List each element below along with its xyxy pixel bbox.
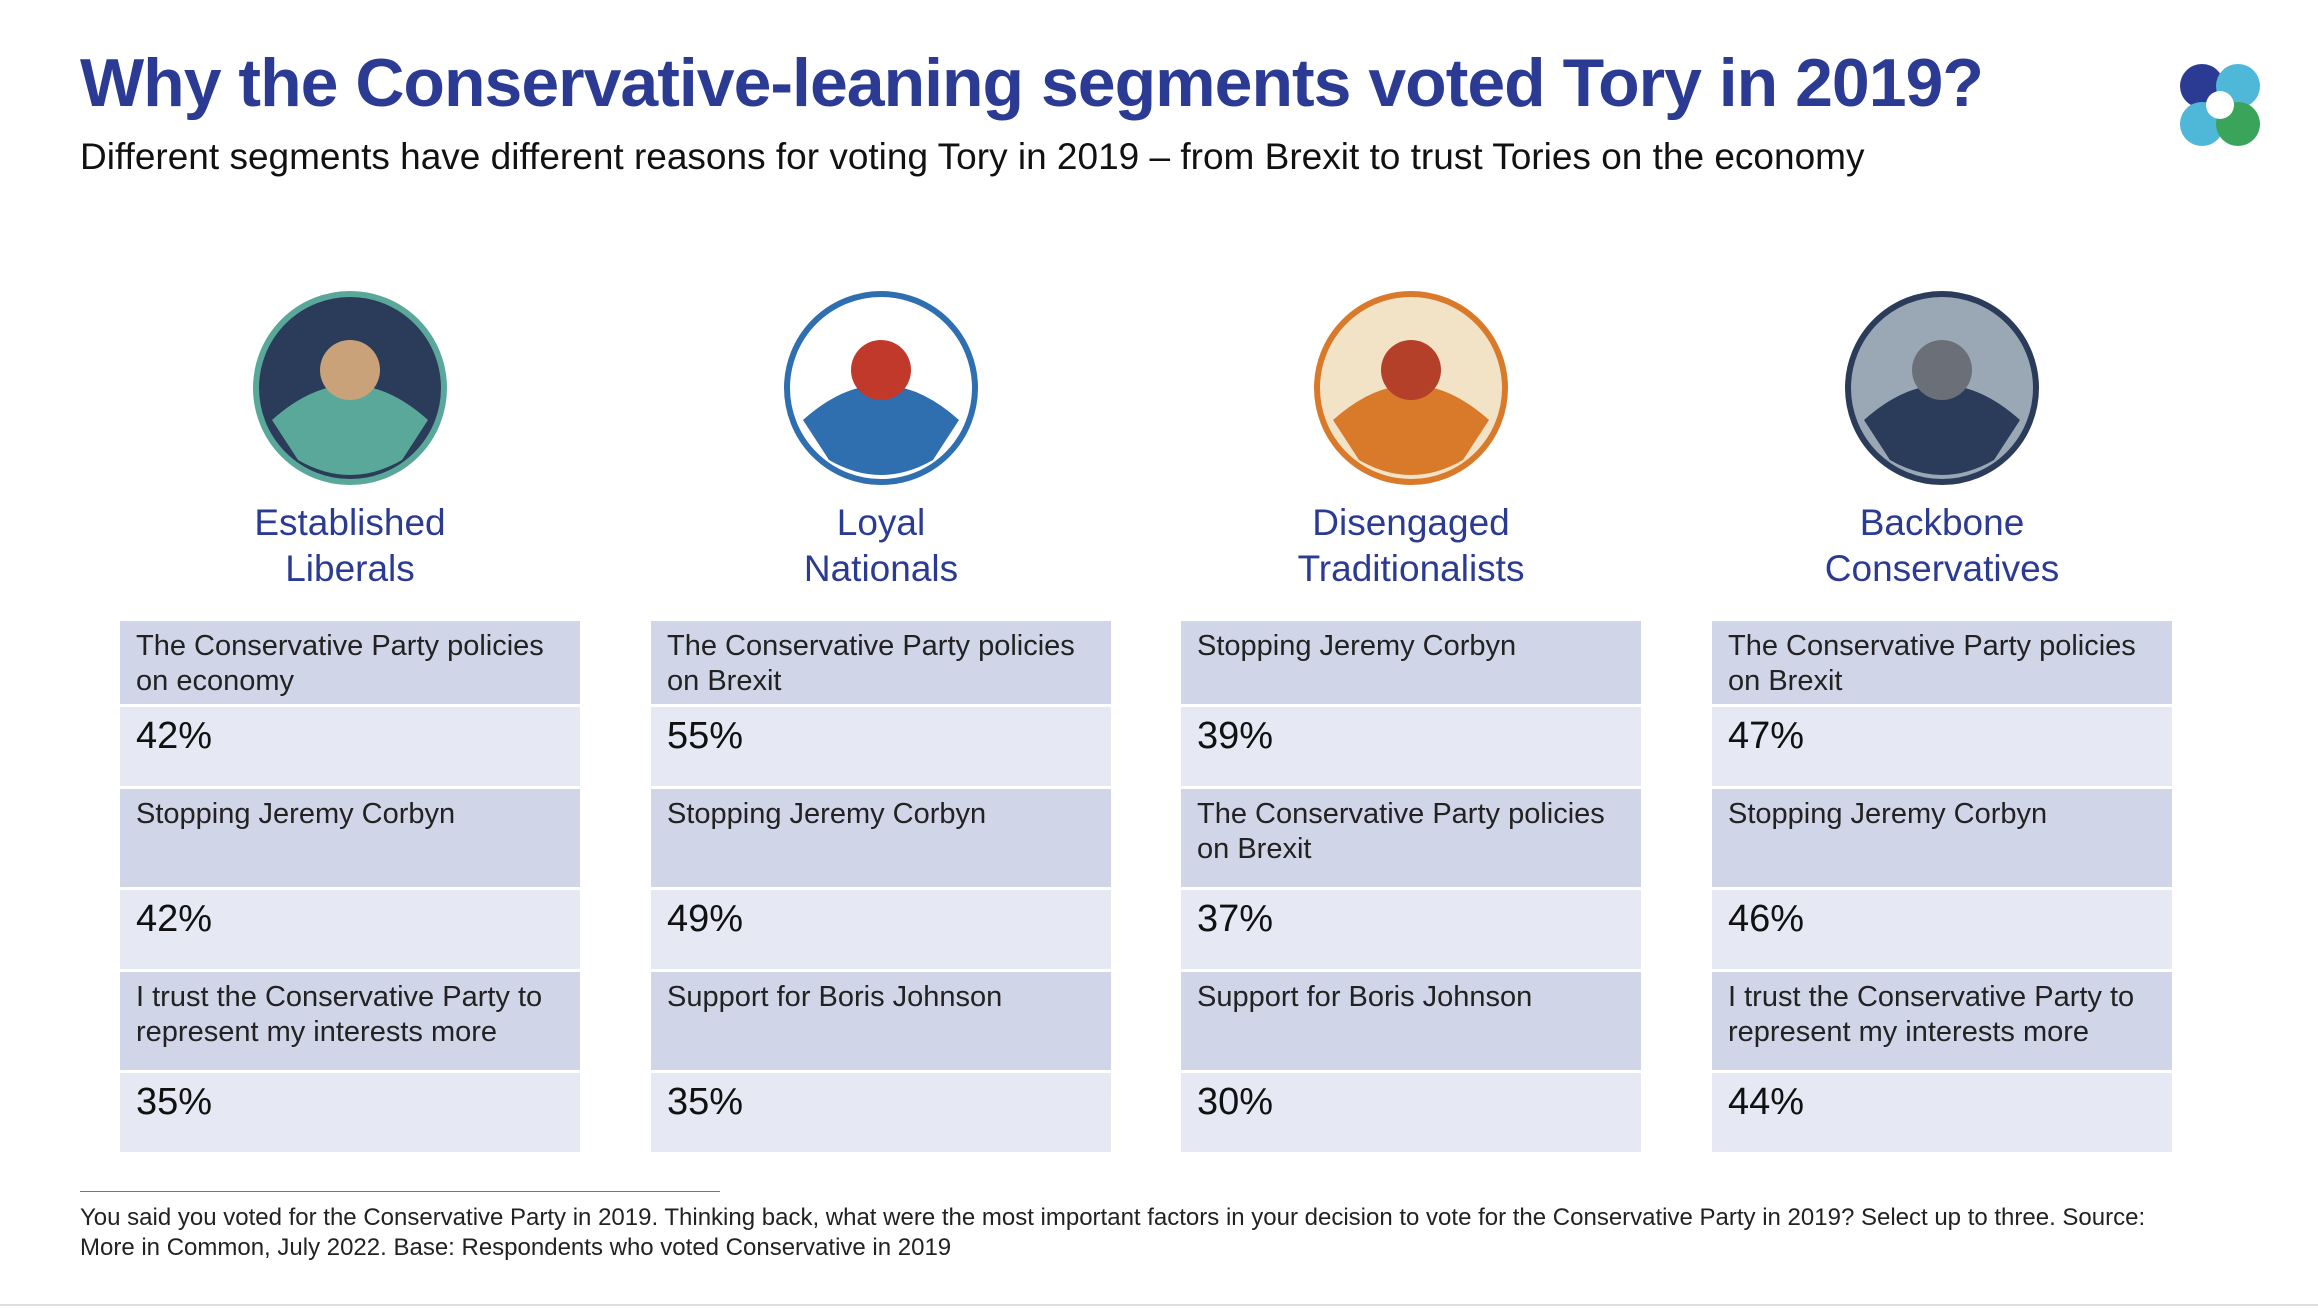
factor-label: Stopping Jeremy Corbyn bbox=[1181, 621, 1641, 704]
factor-table: Stopping Jeremy Corbyn 39% The Conservativ… bbox=[1181, 621, 1641, 1155]
footnote-rule bbox=[80, 1191, 720, 1192]
factor-value: 42% bbox=[120, 707, 580, 786]
factor-label: The Conservative Party policies on Brexi… bbox=[1712, 621, 2172, 704]
factor-value: 55% bbox=[651, 707, 1111, 786]
segment-icon bbox=[253, 291, 447, 485]
factor-label: Stopping Jeremy Corbyn bbox=[1712, 789, 2172, 887]
factor-value: 42% bbox=[120, 890, 580, 969]
factor-label: I trust the Conservative Party to repres… bbox=[1712, 972, 2172, 1070]
factor-label: Stopping Jeremy Corbyn bbox=[651, 789, 1111, 887]
segment-column: Backbone Conservatives The Conservative P… bbox=[1712, 290, 2172, 1152]
title: Why the Conservative-leaning segments vo… bbox=[80, 45, 1984, 121]
segment-icon bbox=[784, 291, 978, 485]
footnote: You said you voted for the Conservative … bbox=[80, 1204, 2146, 1261]
bottom-rule bbox=[0, 1304, 2318, 1306]
factor-label: The Conservative Party policies on econo… bbox=[120, 621, 580, 704]
factor-value: 37% bbox=[1181, 890, 1641, 969]
segment-column: Loyal Nationals The Conservative Party po… bbox=[651, 290, 1111, 1152]
segment-name: Established Liberals bbox=[254, 502, 446, 589]
factor-label: Stopping Jeremy Corbyn bbox=[120, 789, 580, 887]
factor-value: 35% bbox=[120, 1073, 580, 1152]
factor-label: The Conservative Party policies on Brexi… bbox=[651, 621, 1111, 704]
segment-icon bbox=[1845, 291, 2039, 485]
factor-value: 44% bbox=[1712, 1073, 2172, 1152]
segment-name: Disengaged Traditionalists bbox=[1297, 502, 1525, 589]
segment-column: Established Liberals The Conservative Par… bbox=[120, 290, 580, 1152]
factor-value: 35% bbox=[651, 1073, 1111, 1152]
factor-table: The Conservative Party policies on Brexi… bbox=[651, 621, 1111, 1155]
segment-name: Backbone Conservatives bbox=[1824, 502, 2060, 589]
factor-label: I trust the Conservative Party to repres… bbox=[120, 972, 580, 1070]
factor-value: 47% bbox=[1712, 707, 2172, 786]
factor-value: 49% bbox=[651, 890, 1111, 969]
factor-label: Support for Boris Johnson bbox=[1181, 972, 1641, 1070]
factor-value: 30% bbox=[1181, 1073, 1641, 1152]
factor-table: The Conservative Party policies on econo… bbox=[120, 621, 580, 1155]
logo bbox=[2180, 64, 2260, 146]
factor-table: The Conservative Party policies on Brexi… bbox=[1712, 621, 2172, 1155]
factor-label: Support for Boris Johnson bbox=[651, 972, 1111, 1070]
factor-value: 46% bbox=[1712, 890, 2172, 969]
subtitle: Different segments have different reason… bbox=[80, 136, 1865, 177]
factor-value: 39% bbox=[1181, 707, 1641, 786]
factor-label: The Conservative Party policies on Brexi… bbox=[1181, 789, 1641, 887]
segment-icon bbox=[1314, 291, 1508, 485]
segment-column: Disengaged Traditionalists Stopping Jerem… bbox=[1181, 290, 1641, 1152]
segment-name: Loyal Nationals bbox=[803, 502, 959, 589]
